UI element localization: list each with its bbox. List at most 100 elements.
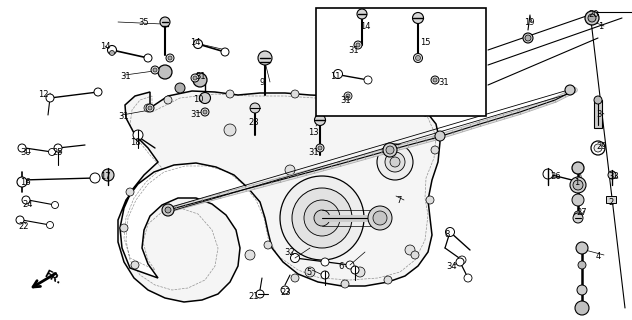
Circle shape [570,177,586,193]
Circle shape [426,196,434,204]
Circle shape [256,290,264,298]
Circle shape [54,144,62,152]
Circle shape [368,206,392,230]
Circle shape [594,96,602,104]
Text: 13: 13 [308,128,319,137]
Circle shape [341,280,349,288]
Circle shape [22,196,30,204]
Circle shape [577,285,587,295]
Text: 31: 31 [195,72,205,81]
Text: 28: 28 [248,118,258,127]
Circle shape [431,146,439,154]
Circle shape [573,213,583,223]
Text: 31: 31 [190,110,200,119]
Text: 15: 15 [420,38,430,47]
Text: 31: 31 [348,46,358,55]
Circle shape [377,144,413,180]
Circle shape [46,94,54,102]
Circle shape [304,200,340,236]
Text: 19: 19 [524,18,535,27]
Circle shape [383,143,397,157]
Circle shape [133,130,143,140]
Text: 26: 26 [550,172,561,181]
Circle shape [102,169,114,181]
Circle shape [168,56,172,60]
Circle shape [120,224,128,232]
Text: 27: 27 [576,208,586,217]
Circle shape [153,68,157,72]
Circle shape [411,251,419,259]
Circle shape [351,266,359,274]
Text: 12: 12 [38,90,49,99]
Circle shape [193,73,207,87]
Text: 2: 2 [608,198,613,207]
Text: 32: 32 [284,248,295,257]
Circle shape [384,276,392,284]
Circle shape [565,85,575,95]
Circle shape [318,146,322,150]
Circle shape [47,221,54,228]
Circle shape [346,94,350,98]
Text: 14: 14 [100,42,111,51]
Text: 16: 16 [20,178,30,187]
Circle shape [291,253,300,262]
Circle shape [405,245,415,255]
Circle shape [166,54,174,62]
Circle shape [305,267,315,277]
Circle shape [146,104,154,112]
Circle shape [258,51,272,65]
Circle shape [390,157,400,167]
Circle shape [162,204,174,216]
Circle shape [144,54,152,62]
Text: 14: 14 [360,22,370,31]
Circle shape [594,144,602,152]
Circle shape [608,171,616,179]
Circle shape [90,173,100,183]
Text: 18: 18 [130,138,141,147]
Circle shape [18,144,26,152]
Circle shape [109,51,114,55]
Text: 5: 5 [306,268,311,277]
Circle shape [458,256,466,264]
Circle shape [51,202,59,209]
Circle shape [433,78,437,82]
Circle shape [364,76,372,84]
Circle shape [464,274,472,282]
Circle shape [151,66,159,74]
Circle shape [316,144,324,152]
Circle shape [446,228,454,236]
Circle shape [49,148,56,156]
Text: 3: 3 [596,110,602,119]
Circle shape [386,146,394,154]
Circle shape [315,115,325,125]
Text: 9: 9 [260,78,265,87]
Circle shape [385,152,405,172]
Circle shape [525,35,531,41]
Circle shape [585,11,599,25]
Text: 29: 29 [596,142,607,151]
Circle shape [193,76,197,80]
Circle shape [224,124,236,136]
Text: 23: 23 [280,288,291,297]
Circle shape [221,48,229,56]
Circle shape [291,274,299,282]
Text: 8: 8 [444,230,449,239]
Circle shape [144,104,152,112]
Circle shape [165,207,171,213]
Circle shape [543,169,553,179]
Text: 6: 6 [338,262,343,271]
Circle shape [321,271,329,279]
Bar [606,196,616,203]
Circle shape [264,241,272,249]
Text: 11: 11 [330,72,341,81]
Text: 24: 24 [22,200,32,209]
Circle shape [344,92,352,100]
Circle shape [373,211,387,225]
Bar [594,100,602,128]
Circle shape [280,176,364,260]
Circle shape [591,141,605,155]
Circle shape [291,90,299,98]
Circle shape [292,188,352,248]
Polygon shape [118,91,440,302]
Circle shape [148,106,152,110]
